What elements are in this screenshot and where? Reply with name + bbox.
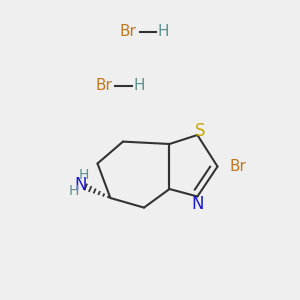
Text: S: S xyxy=(195,122,206,140)
Text: Br: Br xyxy=(230,159,246,174)
Text: H: H xyxy=(134,78,145,93)
Text: Br: Br xyxy=(95,78,112,93)
Text: Br: Br xyxy=(119,24,136,39)
Text: H: H xyxy=(69,184,79,198)
Text: N: N xyxy=(192,195,204,213)
Text: H: H xyxy=(158,24,169,39)
Text: H: H xyxy=(78,168,88,182)
Text: N: N xyxy=(74,176,87,194)
